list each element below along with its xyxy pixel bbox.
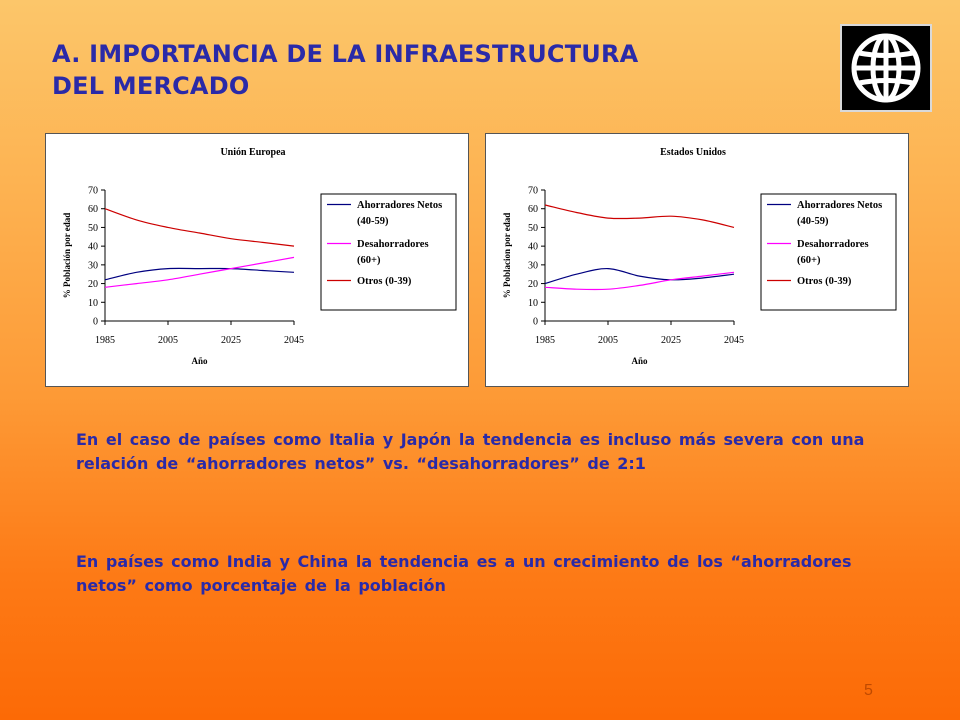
y-tick-label: 20 xyxy=(88,279,98,290)
series-line-1 xyxy=(544,271,735,291)
x-tick-label: 2005 xyxy=(598,335,618,346)
legend-label-2: Otros (0-39) xyxy=(357,276,412,287)
legend-label-0: Ahorradores Netos xyxy=(357,200,442,211)
chart-union-europea-svg: Unión Europea % Población por edad Año 0 10 2… xyxy=(62,147,457,366)
y-tick-label: 70 xyxy=(88,186,98,197)
x-tick-label: 2045 xyxy=(284,335,304,346)
y-axis-label: % Población por edad xyxy=(62,213,72,299)
legend-label-1-line2: (60+) xyxy=(357,255,381,266)
paragraph-italia-japon: En el caso de países como Italia y Japón… xyxy=(76,430,865,473)
x-tick-label: 2025 xyxy=(661,335,681,346)
y-tick-label: 30 xyxy=(528,260,538,271)
chart-estados-unidos-svg: Estados Unidos % Poblacion por edad Año 0 10… xyxy=(502,147,897,366)
x-tick-label: 2005 xyxy=(158,335,178,346)
slide-title: A. IMPORTANCIA DE LA INFRAESTRUCTURA DEL… xyxy=(52,38,638,102)
series-line-0 xyxy=(544,267,735,285)
y-tick-label: 60 xyxy=(88,204,98,215)
slide-title-line-2: DEL MERCADO xyxy=(52,72,250,100)
y-tick-label: 40 xyxy=(88,242,98,253)
legend-box xyxy=(760,193,897,311)
chart-union-europea: Unión Europea % Población por edad Año 0 10 2… xyxy=(45,133,469,387)
x-tick-label: 2045 xyxy=(724,335,744,346)
series-line-2 xyxy=(544,204,735,228)
paragraph-india-china: En países como India y China la tendenci… xyxy=(76,552,852,595)
globe-grid-icon xyxy=(851,33,921,103)
chart-legend: Ahorradores Netos (40-59) Desahorradores (6… xyxy=(320,193,457,311)
y-tick-label: 60 xyxy=(528,204,538,215)
world-bank-logo xyxy=(840,24,932,112)
y-tick-label: 50 xyxy=(88,223,98,234)
series-line-2 xyxy=(104,208,295,247)
y-tick-label: 40 xyxy=(528,242,538,253)
y-tick-label: 10 xyxy=(528,298,538,309)
y-tick-label: 20 xyxy=(528,279,538,290)
legend-label-1: Desahorradores xyxy=(357,239,429,250)
x-axis-label: Año xyxy=(631,356,648,366)
legend-label-0-line2: (40-59) xyxy=(357,216,389,227)
legend-box xyxy=(320,193,457,311)
series-line-0 xyxy=(104,267,295,281)
y-tick-label: 0 xyxy=(93,317,98,328)
legend-label-1-line2: (60+) xyxy=(797,255,821,266)
y-tick-label: 0 xyxy=(533,317,538,328)
chart-legend: Ahorradores Netos (40-59) Desahorradores (6… xyxy=(760,193,897,311)
legend-label-2: Otros (0-39) xyxy=(797,276,852,287)
x-axis-label: Año xyxy=(191,356,208,366)
y-tick-label: 70 xyxy=(528,186,538,197)
chart-title: Unión Europea xyxy=(220,147,285,158)
chart-estados-unidos: Estados Unidos % Poblacion por edad Año 0 10… xyxy=(485,133,909,387)
y-tick-label: 10 xyxy=(88,298,98,309)
y-tick-label: 50 xyxy=(528,223,538,234)
x-tick-label: 1985 xyxy=(535,335,555,346)
x-tick-label: 2025 xyxy=(221,335,241,346)
legend-label-1: Desahorradores xyxy=(797,239,869,250)
x-tick-label: 1985 xyxy=(95,335,115,346)
legend-label-0-line2: (40-59) xyxy=(797,216,829,227)
chart-title: Estados Unidos xyxy=(660,147,726,158)
page-number: 5 xyxy=(864,682,873,699)
series-line-1 xyxy=(104,256,295,288)
legend-label-0: Ahorradores Netos xyxy=(797,200,882,211)
slide-title-line-1: A. IMPORTANCIA DE LA INFRAESTRUCTURA xyxy=(52,40,639,68)
y-axis-label: % Poblacion por edad xyxy=(502,213,512,299)
y-tick-label: 30 xyxy=(88,260,98,271)
